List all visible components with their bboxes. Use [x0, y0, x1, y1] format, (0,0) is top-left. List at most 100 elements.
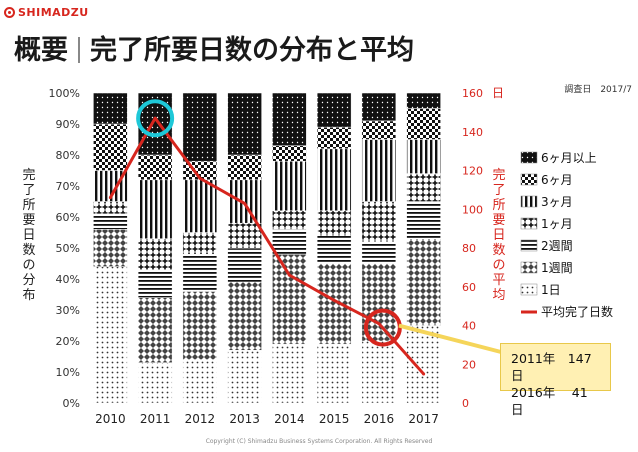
bar-segment	[227, 350, 262, 404]
y-tick-label: 10%	[56, 366, 80, 379]
x-tick-label: 2013	[229, 412, 260, 426]
bar-segment	[93, 92, 128, 125]
bar-segment	[361, 201, 397, 243]
bar-segment	[361, 241, 397, 264]
legend-swatch	[520, 195, 538, 208]
title-divider	[78, 37, 80, 63]
bar-segment	[93, 266, 128, 404]
y-tick-label: 40%	[56, 273, 80, 286]
y-tick-label: 50%	[56, 242, 80, 255]
survey-date: 調査日 2017/7	[564, 85, 632, 95]
bar-segment	[227, 222, 262, 249]
bar-segment	[406, 238, 441, 326]
y-tick-label: 0%	[63, 397, 80, 410]
left-axis-title: 完了所要日数の分布	[22, 168, 36, 303]
brand-name: SHIMADZU	[18, 6, 89, 19]
legend-label: 3ヶ月	[541, 195, 573, 209]
bar-segment	[93, 123, 128, 171]
bar-segment	[406, 92, 441, 109]
bar-segment	[316, 92, 352, 128]
y2-tick-label: 0	[462, 397, 469, 410]
legend-label: 2週間	[541, 239, 573, 253]
y-tick-label: 30%	[56, 304, 80, 317]
title-sub: 完了所要日数の分布と平均	[90, 35, 414, 66]
bar-segment	[137, 238, 173, 270]
callout-box: 2011年 147日 2016年 41日	[500, 343, 611, 417]
bar-segment	[137, 154, 173, 181]
callout-connector	[398, 323, 502, 354]
bar-segment	[272, 145, 307, 162]
highlight-circle-2011	[136, 99, 175, 138]
bar-segment	[316, 343, 352, 404]
legend-swatch	[520, 283, 538, 296]
y2-tick-label: 60	[462, 281, 476, 294]
y-tick-label: 100%	[49, 87, 80, 100]
y2-tick-label: 100	[462, 203, 483, 216]
bar-segment	[227, 179, 262, 224]
bar-segment	[137, 362, 173, 404]
legend-swatch	[520, 239, 538, 252]
bar-segment	[272, 210, 307, 230]
bar-segment	[182, 359, 218, 404]
bar-segment	[361, 120, 397, 140]
bar-segment	[227, 247, 262, 283]
bar-segment	[227, 92, 262, 156]
average-line-point	[377, 322, 381, 326]
average-line-point	[108, 196, 112, 200]
bar-segment	[316, 235, 352, 264]
title-main: 概要	[14, 35, 68, 66]
legend-label: 1日	[541, 283, 561, 297]
bar-segment	[361, 139, 397, 202]
right-axis-title: 完了所要日数の平均	[492, 168, 506, 303]
x-tick-label: 2012	[185, 412, 216, 426]
bar-segment	[406, 139, 441, 174]
legend-label: 平均完了日数	[541, 304, 613, 319]
copyright-text: Copyright (C) Shimadzu Business Systems …	[205, 438, 433, 445]
bar-segment	[406, 201, 441, 239]
bar-segment	[182, 232, 218, 255]
y2-tick-label: 140	[462, 126, 483, 139]
bar-segment	[93, 201, 128, 215]
bar-segment	[272, 343, 307, 404]
legend-swatch	[520, 217, 538, 230]
bar-segment	[406, 173, 441, 202]
legend-label: 6ヶ月	[541, 173, 573, 187]
bar-segment	[361, 340, 397, 404]
bar-segment	[137, 269, 173, 298]
bar-segment	[316, 263, 352, 345]
average-line-point	[287, 273, 291, 277]
x-tick-label: 2015	[319, 412, 350, 426]
x-tick-label: 2010	[95, 412, 126, 426]
y2-tick-label: 40	[462, 320, 476, 333]
bar-segment	[137, 297, 173, 363]
legend-label: 1ヶ月	[541, 217, 573, 231]
bar-segment	[406, 108, 441, 140]
average-line	[109, 116, 425, 375]
bar-segment	[316, 210, 352, 236]
x-tick-label: 2011	[140, 412, 171, 426]
y-tick-label: 60%	[56, 211, 80, 224]
bar-segment	[272, 92, 307, 146]
average-line-point	[198, 176, 202, 180]
average-line-point	[243, 201, 247, 205]
bar-segment	[316, 126, 352, 150]
y2-tick-label: 80	[462, 242, 476, 255]
y-tick-label: 20%	[56, 335, 80, 348]
bar-segment	[227, 281, 262, 351]
legend-label: 6ヶ月以上	[541, 151, 597, 165]
average-line-point	[332, 298, 336, 302]
bar-segment	[272, 253, 307, 345]
x-tick-label: 2016	[364, 412, 395, 426]
shimadzu-logo-icon	[4, 7, 15, 18]
page-title: 概要 完了所要日数の分布と平均	[14, 28, 414, 67]
x-tick-label: 2017	[408, 412, 439, 426]
y-tick-label: 80%	[56, 149, 80, 162]
bar-segment	[361, 92, 397, 122]
bar-segment	[182, 179, 218, 233]
bar-segment	[406, 325, 441, 404]
shimadzu-logo: SHIMADZU	[4, 6, 89, 19]
bar-segment	[93, 229, 128, 267]
legend-swatch	[520, 173, 538, 186]
bar-segment	[227, 154, 262, 181]
legend-swatch	[520, 261, 538, 274]
